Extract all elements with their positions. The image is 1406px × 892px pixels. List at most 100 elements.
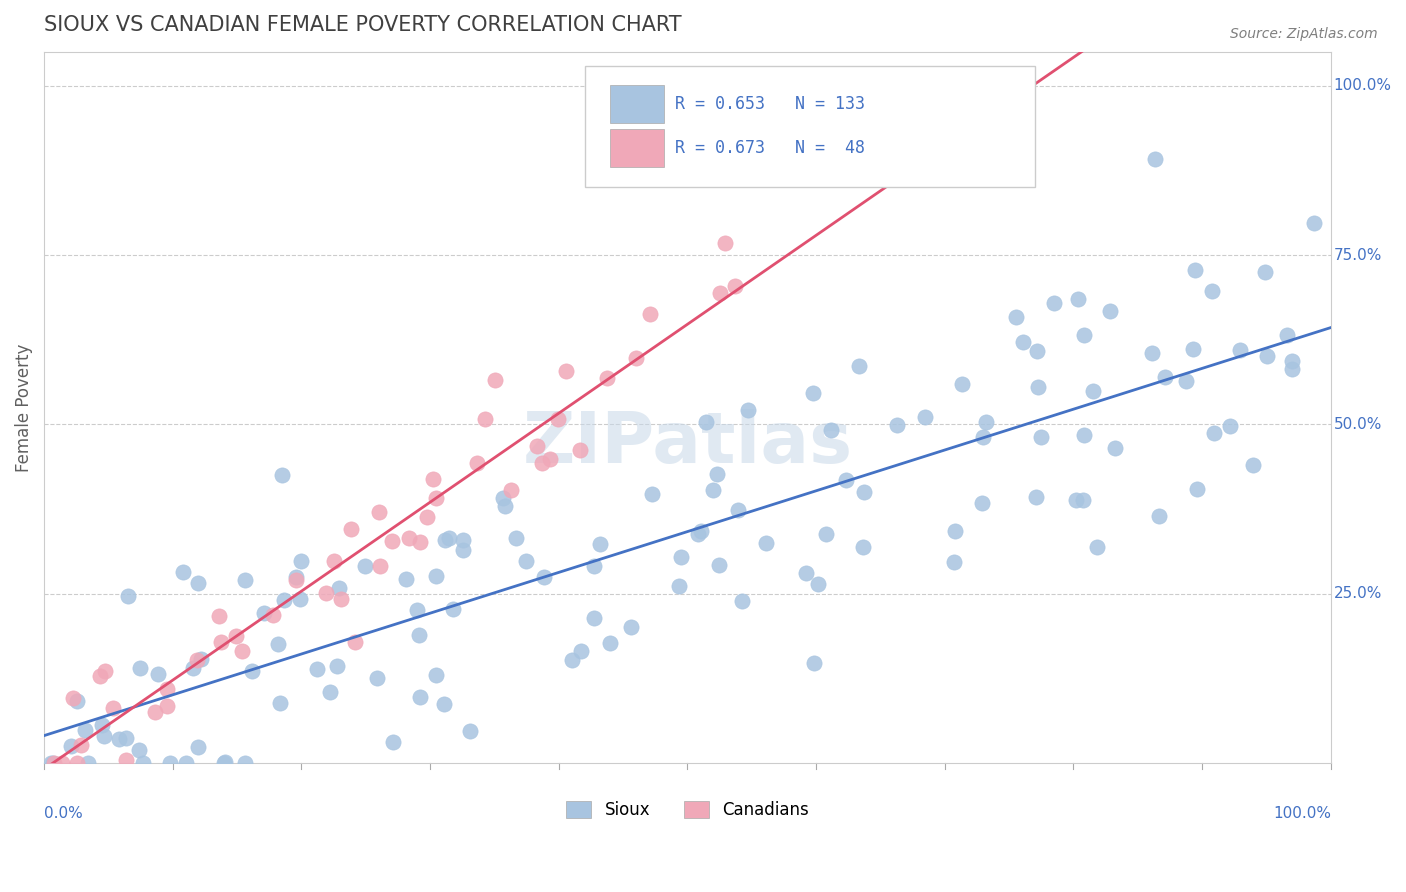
Point — [1066, 493, 1088, 508]
Point — [409, 535, 432, 549]
Point — [695, 416, 717, 430]
Point — [285, 573, 308, 587]
Point — [39, 756, 62, 771]
Point — [62, 690, 84, 705]
Point — [914, 409, 936, 424]
Point — [212, 756, 235, 771]
Point — [273, 593, 295, 607]
Point — [441, 602, 464, 616]
Point — [91, 717, 114, 731]
Point — [354, 559, 377, 574]
Point — [458, 724, 481, 739]
Point — [1083, 384, 1105, 398]
Point — [288, 591, 311, 606]
Point — [972, 430, 994, 444]
Point — [820, 423, 842, 437]
Point — [340, 522, 363, 536]
Point — [437, 531, 460, 545]
Point — [806, 577, 828, 591]
Point — [425, 568, 447, 582]
Point — [853, 485, 876, 500]
Point — [51, 756, 73, 771]
Point — [886, 417, 908, 432]
Point — [181, 661, 204, 675]
Point — [146, 666, 169, 681]
Point — [156, 699, 179, 714]
Point — [209, 634, 232, 648]
Point — [803, 656, 825, 670]
Point — [128, 743, 150, 757]
Point — [368, 505, 391, 519]
Point — [115, 753, 138, 767]
Point — [322, 554, 344, 568]
Point — [285, 570, 308, 584]
Point — [943, 524, 966, 538]
Point — [492, 491, 515, 505]
Point — [561, 652, 583, 666]
Point — [641, 487, 664, 501]
Point — [599, 636, 621, 650]
Point — [690, 524, 713, 538]
Point — [394, 572, 416, 586]
Point — [1256, 349, 1278, 363]
Point — [1219, 418, 1241, 433]
Point — [233, 756, 256, 771]
Point — [620, 619, 643, 633]
Point — [451, 543, 474, 558]
Point — [671, 550, 693, 565]
Point — [381, 533, 404, 548]
Point — [1140, 346, 1163, 360]
Point — [702, 483, 724, 498]
Point — [668, 579, 690, 593]
Point — [415, 509, 437, 524]
Point — [737, 403, 759, 417]
Point — [1281, 353, 1303, 368]
Point — [425, 491, 447, 506]
Point — [1085, 540, 1108, 554]
Text: ZIPatlas: ZIPatlas — [523, 409, 852, 477]
Text: R = 0.653   N = 133: R = 0.653 N = 133 — [675, 95, 865, 112]
Point — [531, 457, 554, 471]
Y-axis label: Female Poverty: Female Poverty — [15, 343, 32, 472]
Point — [638, 307, 661, 321]
Point — [1181, 343, 1204, 357]
Point — [465, 457, 488, 471]
Point — [1005, 310, 1028, 324]
Point — [484, 373, 506, 387]
Text: 25.0%: 25.0% — [1333, 586, 1382, 601]
Point — [1204, 425, 1226, 440]
Point — [267, 637, 290, 651]
Point — [582, 610, 605, 624]
Point — [796, 566, 818, 580]
Point — [688, 527, 710, 541]
Point — [538, 452, 561, 467]
Point — [66, 756, 89, 771]
Point — [1303, 217, 1326, 231]
FancyBboxPatch shape — [610, 85, 664, 123]
Point — [433, 697, 456, 711]
Point — [1275, 328, 1298, 343]
Point — [555, 364, 578, 378]
Point — [66, 693, 89, 707]
Point — [326, 658, 349, 673]
Point — [474, 412, 496, 426]
Point — [848, 359, 870, 373]
Point — [1043, 296, 1066, 310]
Point — [1281, 362, 1303, 376]
Point — [93, 729, 115, 743]
Point — [132, 756, 155, 771]
Point — [451, 533, 474, 547]
Point — [187, 739, 209, 754]
Point — [59, 739, 82, 753]
Point — [1025, 491, 1047, 505]
Point — [589, 537, 612, 551]
Point — [1241, 458, 1264, 472]
Point — [422, 472, 444, 486]
Point — [262, 607, 284, 622]
Text: 0.0%: 0.0% — [44, 805, 83, 821]
Point — [434, 533, 457, 548]
Point — [526, 439, 548, 453]
Point — [186, 653, 208, 667]
Point — [319, 685, 342, 699]
Point — [1073, 428, 1095, 442]
